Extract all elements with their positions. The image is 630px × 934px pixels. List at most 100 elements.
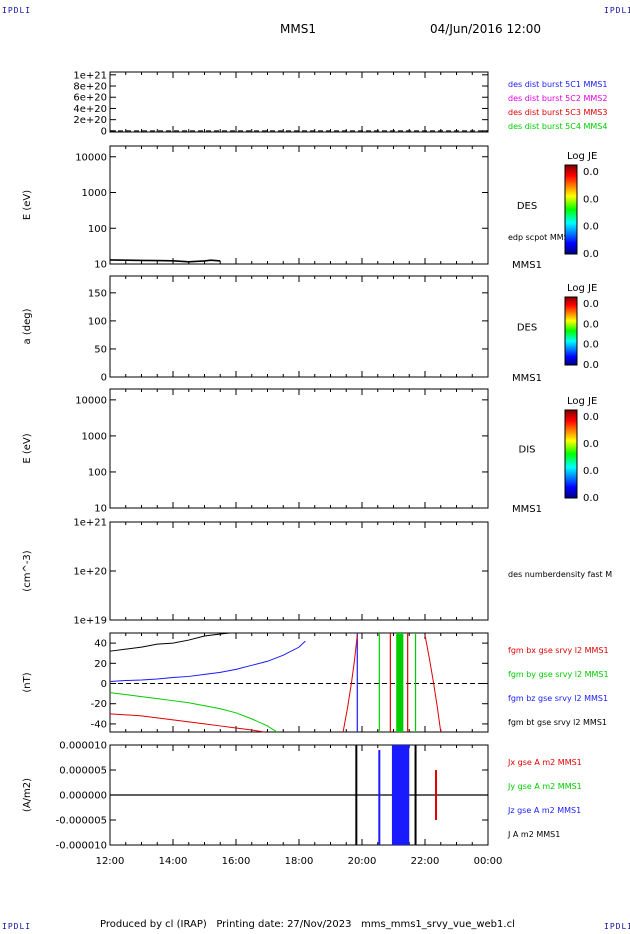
trace-sc-potential [109, 259, 221, 263]
xtick-label-6: 00:00 [474, 856, 503, 867]
p1-ytick-label-2: 6e+20 [73, 93, 107, 104]
p4-ytick-label-1: 1000 [82, 431, 107, 442]
xtick-label-4: 20:00 [348, 856, 377, 867]
p7-legend-2: Jz gse A m2 MMS1 [507, 806, 581, 815]
p3-ytick-label-0: 150 [88, 288, 107, 299]
p1-frame [109, 71, 489, 133]
p4-colorbar [564, 409, 578, 499]
p6-ytick-label-4: -40 [91, 719, 107, 730]
corner-tag-br: IPDLI [604, 922, 630, 931]
trace-bx [109, 713, 265, 733]
p4-colorbar-label-0: 0.0 [583, 412, 599, 423]
p4-colorbar-label-3: 0.0 [583, 493, 599, 504]
p1-legend-2: des dist burst 5C3 MMS3 [508, 108, 607, 117]
p1-ytick-label-0: 1e+21 [73, 70, 107, 81]
p3-ytick-label-3: 0 [101, 373, 107, 384]
p4-sc-label: MMS1 [512, 504, 542, 515]
trace-bz [109, 640, 306, 682]
corner-tag-bl: IPDLI [2, 922, 32, 931]
trace-bx-rise [342, 634, 358, 733]
p6-ytick-label-0: 40 [94, 639, 107, 650]
p5-legend-0: des numberdensity fast M [508, 570, 612, 579]
p2-ytick-label-2: 100 [88, 224, 107, 235]
xtick-label-0: 12:00 [96, 856, 125, 867]
p3-sc-label: MMS1 [512, 373, 542, 384]
p6-ylabel: (nT) [22, 672, 33, 692]
p2-legend-0: edp scpot MMS1 [508, 233, 574, 242]
p7-ytick-label-0: 0.000010 [59, 741, 107, 752]
p2-colorbar-label-2: 0.0 [583, 222, 599, 233]
p3-species-label: DES [517, 323, 537, 334]
p7-legend-1: Jy gse A m2 MMS1 [507, 782, 582, 791]
p2-species-label: DES [517, 201, 537, 212]
xtick-label-5: 22:00 [411, 856, 440, 867]
p4-colorbar-label-2: 0.0 [583, 466, 599, 477]
trace-bt [109, 632, 230, 652]
date-title: 04/Jun/2016 12:00 [430, 22, 542, 36]
p5-ylabel: (cm^-3) [22, 550, 33, 591]
p6-ytick-label-2: 0 [101, 679, 107, 690]
p6-legend-0: fgm bx gse srvy l2 MMS1 [508, 646, 609, 655]
p2-colorbar-label-0: 0.0 [583, 167, 599, 178]
p2-colorbar-label-1: 0.0 [583, 194, 599, 205]
p7-legend-3: J A m2 MMS1 [507, 830, 560, 839]
p3-colorbar-label-1: 0.0 [583, 319, 599, 330]
p6-legend-3: fgm bt gse srvy l2 MMS1 [508, 718, 607, 727]
p6-legend-2: fgm bz gse srvy l2 MMS1 [508, 694, 608, 703]
p5-ytick-label-2: 1e+19 [73, 616, 107, 627]
trace-bx-fall [424, 634, 442, 733]
p3-ytick-label-2: 50 [94, 344, 107, 355]
p3-colorbar [564, 296, 578, 366]
p2-frame [109, 145, 489, 265]
p4-ylabel: E (eV) [22, 433, 33, 463]
p7-ytick-label-2: 0.000000 [59, 791, 107, 802]
p5-ytick-label-0: 1e+21 [73, 518, 107, 529]
p2-ytick-label-1: 1000 [82, 188, 107, 199]
p5-frame [109, 521, 489, 621]
p3-colorbar-title: Log JE [567, 283, 597, 294]
p7-ytick-label-1: 0.000005 [59, 766, 107, 777]
p5-ytick-label-1: 1e+20 [73, 567, 107, 578]
p1-legend-3: des dist burst 5C4 MMS4 [508, 122, 607, 131]
p1-ytick-label-3: 4e+20 [73, 104, 107, 115]
p3-colorbar-label-0: 0.0 [583, 299, 599, 310]
xtick-label-2: 16:00 [222, 856, 251, 867]
p4-ytick-label-2: 100 [88, 467, 107, 478]
p1-legend-0: des dist burst 5C1 MMS1 [508, 80, 607, 89]
p3-ytick-label-1: 100 [88, 316, 107, 327]
spacecraft-title: MMS1 [280, 22, 316, 36]
p3-ylabel: a (deg) [22, 308, 33, 344]
trace-by [109, 692, 278, 733]
p7-legend-0: Jx gse A m2 MMS1 [507, 758, 582, 767]
p2-sc-label: MMS1 [512, 260, 542, 271]
xtick-label-1: 14:00 [159, 856, 188, 867]
p4-colorbar-title: Log JE [567, 396, 597, 407]
p2-ylabel: E (eV) [22, 190, 33, 220]
p4-ytick-label-0: 10000 [75, 395, 107, 406]
p7-ylabel: (A/m2) [22, 778, 33, 812]
p1-ytick-label-4: 2e+20 [73, 115, 107, 126]
p4-ytick-label-3: 10 [94, 504, 107, 515]
p6-ytick-label-1: 20 [94, 659, 107, 670]
p6-legend-1: fgm by gse srvy l2 MMS1 [508, 670, 609, 679]
p2-ytick-label-3: 10 [94, 260, 107, 271]
p3-colorbar-label-2: 0.0 [583, 340, 599, 351]
p3-frame [109, 275, 489, 378]
footer-text: Produced by cl (IRAP) Printing date: 27/… [100, 919, 515, 930]
corner-tag-tr: IPDLI [604, 6, 630, 15]
p2-colorbar [564, 164, 578, 255]
p2-ytick-label-0: 10000 [75, 152, 107, 163]
p6-frame [109, 632, 489, 733]
p1-ytick-label-1: 8e+20 [73, 82, 107, 93]
p4-colorbar-label-1: 0.0 [583, 439, 599, 450]
p3-colorbar-label-3: 0.0 [583, 360, 599, 371]
p2-colorbar-label-3: 0.0 [583, 249, 599, 260]
p7-ytick-label-3: -0.000005 [56, 816, 107, 827]
p1-ytick-label-5: 0 [101, 126, 107, 137]
p2-colorbar-title: Log JE [567, 151, 597, 162]
p7-ytick-label-4: -0.000010 [56, 841, 107, 852]
p4-frame [109, 388, 489, 509]
p4-species-label: DIS [519, 445, 536, 456]
xtick-label-3: 18:00 [285, 856, 314, 867]
